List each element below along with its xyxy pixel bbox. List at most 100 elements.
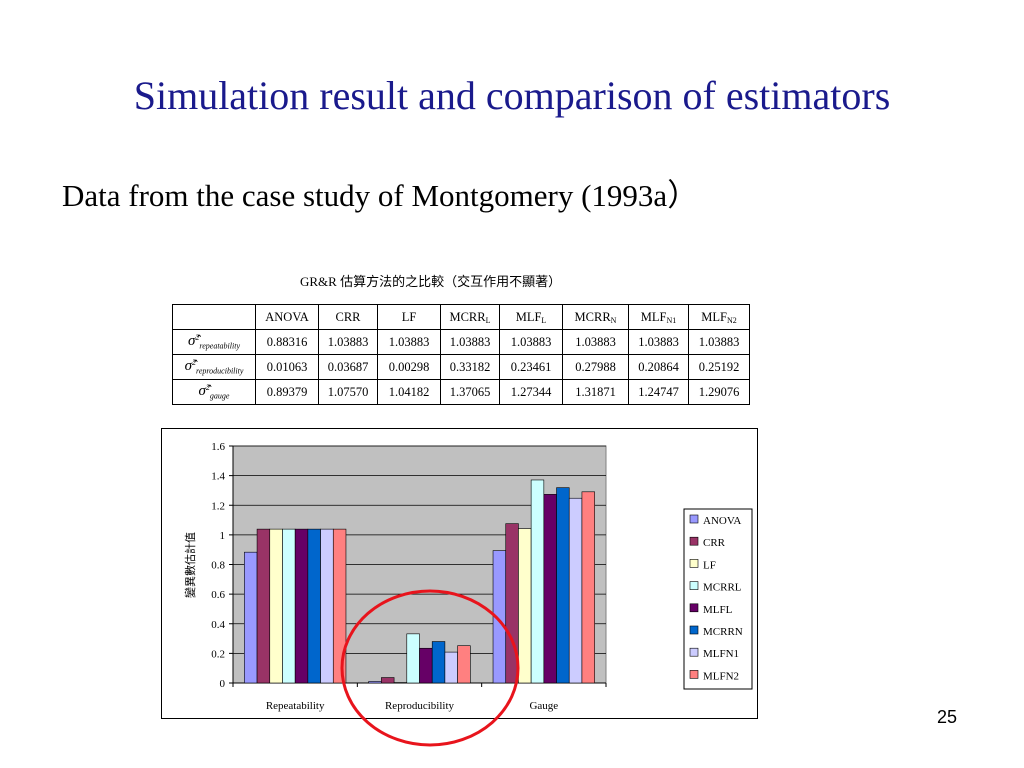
- table-row-reproducibility: σ̂2reproducibility 0.01063 0.03687 0.002…: [172, 354, 750, 380]
- slide-title: Simulation result and comparison of esti…: [133, 73, 891, 118]
- page-number: 25: [937, 707, 958, 727]
- bar-anova: [368, 681, 382, 684]
- bar-mlfn1: [320, 528, 334, 684]
- table-cell: 0.03687: [318, 354, 378, 380]
- table-row-repeatability: σ̂2repeatability 0.88316 1.03883 1.03883…: [172, 329, 750, 355]
- bar-mlfl: [419, 647, 433, 684]
- y-tick-label: 0.2: [211, 648, 225, 660]
- column-header-sub: N: [610, 315, 617, 325]
- legend-swatch: [689, 603, 699, 613]
- row-header-sub: repeatability: [199, 341, 240, 351]
- bar-mlfn1: [444, 651, 458, 684]
- bar-lf: [518, 528, 532, 684]
- legend-swatch: [689, 670, 699, 679]
- row-header-repeatability: σ̂2repeatability: [172, 329, 256, 355]
- legend-swatch: [689, 647, 699, 657]
- row-header-sup: 2: [205, 383, 210, 393]
- bar-mlfn1: [568, 497, 583, 684]
- bar-mcrrn: [556, 487, 570, 684]
- x-category-label: Repeatability: [266, 700, 325, 712]
- table-cell: 0.33182: [440, 354, 500, 380]
- slide-subtitle: Data from the case study of Montgomery (…: [62, 178, 699, 213]
- bar-mlfn2: [332, 528, 347, 684]
- column-header-text: MLF: [640, 309, 667, 324]
- column-header-sub: N2: [726, 315, 737, 325]
- column-header-sub: L: [485, 315, 491, 325]
- table-caption: GR&R 估算方法的之比較（交互作用不顯著）: [300, 274, 562, 289]
- bar-mlfn2: [581, 491, 595, 684]
- column-header: CRR: [318, 304, 378, 330]
- column-header-text: ANOVA: [265, 309, 309, 324]
- legend-swatch: [689, 536, 699, 546]
- column-header: MCRRN: [562, 304, 629, 330]
- table-cell: 1.27344: [499, 379, 563, 405]
- bar-crr: [256, 528, 271, 684]
- bar-mlfl: [543, 494, 557, 684]
- bar-lf: [269, 528, 283, 684]
- bar-mcrrl: [282, 528, 296, 684]
- legend-label: ANOVA: [703, 515, 741, 527]
- row-header-gauge: σ̂2gauge: [172, 379, 256, 405]
- legend-label: LF: [703, 559, 716, 571]
- column-header-text: MLF: [515, 309, 542, 324]
- table-cell: 1.03883: [318, 329, 378, 355]
- table-cell: 1.29076: [688, 379, 750, 405]
- bar-crr: [381, 677, 395, 684]
- legend-label: MLFN2: [703, 670, 739, 682]
- legend-box: [683, 508, 753, 690]
- y-tick-label: 1: [220, 530, 226, 542]
- y-tick-label: 0.8: [211, 560, 225, 572]
- legend-label: CRR: [703, 537, 726, 549]
- column-header-text: MCRR: [574, 309, 611, 324]
- sigma-hat-symbol: σ̂: [198, 383, 206, 400]
- row-header-sup: 2: [192, 358, 196, 368]
- legend-swatch: [689, 581, 699, 590]
- y-tick-label: 1.4: [211, 471, 225, 483]
- table-cell: 0.23461: [499, 354, 563, 380]
- legend-swatch: [689, 559, 699, 568]
- column-header-sub: L: [541, 315, 547, 325]
- bar-anova: [244, 551, 258, 684]
- legend-swatch: [689, 625, 699, 635]
- table-header-row: ANOVA CRR LF MCRRL MLFL MCRRN MLFN1 MLFN…: [172, 304, 750, 330]
- table-cell: 0.27988: [562, 354, 629, 380]
- column-header-text: LF: [401, 309, 417, 324]
- table-row-gauge: σ̂2gauge 0.89379 1.07570 1.04182 1.37065…: [172, 379, 750, 405]
- table-cell: 1.07570: [318, 379, 378, 405]
- y-tick-label: 0.4: [211, 619, 225, 631]
- legend-label: MLFN1: [703, 648, 739, 660]
- legend-label: MCRRL: [703, 582, 742, 594]
- sigma-hat-symbol: σ̂: [188, 333, 196, 350]
- legend-label: MLFL: [703, 604, 733, 616]
- bar-mlfl: [294, 528, 309, 684]
- row-header-sup: 2: [195, 333, 200, 343]
- table-cell: 1.03883: [688, 329, 750, 355]
- y-axis-label: 變異數估計值: [183, 532, 197, 598]
- y-tick-label: 0: [220, 678, 226, 690]
- bar-mlfn2: [457, 645, 471, 684]
- row-header-sub: reproducibility: [196, 366, 244, 376]
- table-cell: 1.03883: [628, 329, 689, 355]
- sigma-hat-symbol: σ̂: [184, 358, 192, 375]
- table-cell: 1.37065: [440, 379, 500, 405]
- y-tick-label: 1.2: [211, 500, 225, 512]
- grr-comparison-table: ANOVA CRR LF MCRRL MLFL MCRRN MLFN1 MLFN…: [172, 304, 750, 405]
- column-header: MLFL: [499, 304, 563, 330]
- bar-mcrrl: [530, 479, 545, 684]
- bar-mcrrl: [406, 633, 420, 684]
- table-cell: 0.88316: [255, 329, 319, 355]
- legend-label: MCRRN: [703, 626, 743, 638]
- column-header-sub: N1: [666, 315, 677, 325]
- table-cell: 1.31871: [562, 379, 629, 405]
- highlight-ellipse: [340, 589, 520, 747]
- x-category-label: Reproducibility: [385, 700, 455, 712]
- table-cell: 0.20864: [628, 354, 689, 380]
- row-header-sub: gauge: [209, 391, 230, 401]
- y-tick-label: 0.6: [211, 589, 225, 601]
- table-cell: 1.04182: [377, 379, 441, 405]
- x-category-label: Gauge: [529, 700, 558, 712]
- column-header-text: MCRR: [449, 309, 486, 324]
- table-cell: 1.03883: [440, 329, 500, 355]
- column-header-text: MLF: [701, 309, 727, 324]
